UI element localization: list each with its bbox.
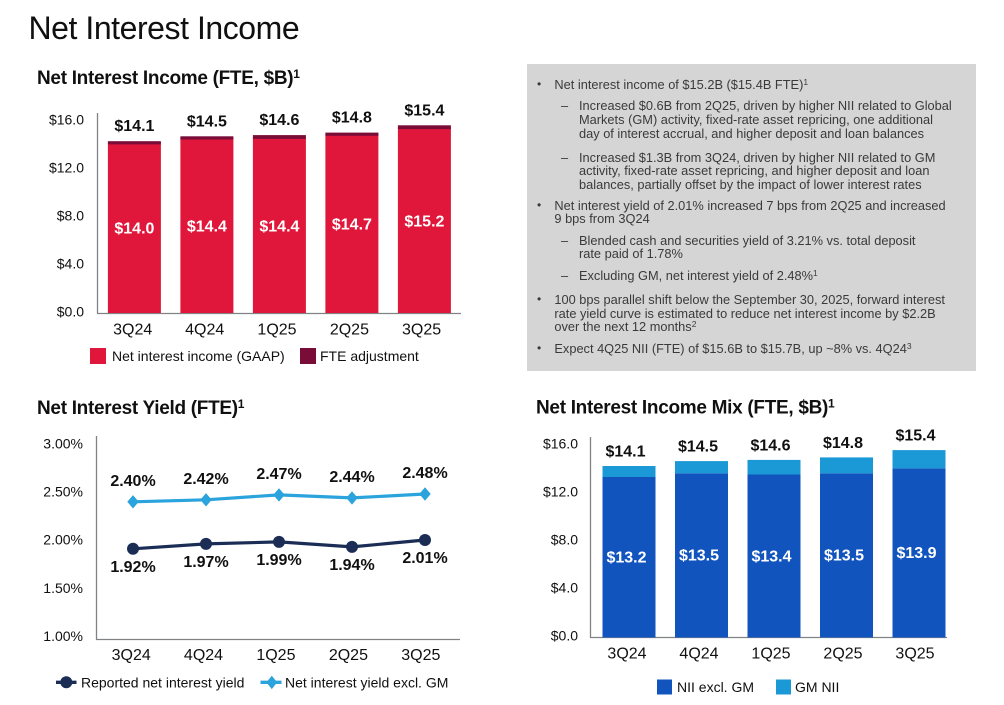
svg-text:Net interest yield excl. GM: Net interest yield excl. GM	[285, 674, 448, 690]
svg-text:$14.0: $14.0	[114, 221, 154, 238]
svg-text:$13.2: $13.2	[606, 550, 646, 567]
svg-text:$4.0: $4.0	[551, 580, 578, 596]
svg-text:Net interest income (GAAP): Net interest income (GAAP)	[112, 348, 285, 364]
svg-text:$8.0: $8.0	[551, 532, 578, 548]
svg-text:1.97%: 1.97%	[183, 554, 228, 571]
svg-text:3.00%: 3.00%	[43, 436, 83, 452]
svg-text:3Q25: 3Q25	[402, 322, 441, 339]
svg-text:4Q24: 4Q24	[184, 647, 223, 664]
svg-text:1.00%: 1.00%	[43, 628, 83, 644]
svg-text:$0.0: $0.0	[57, 303, 84, 319]
svg-text:3Q25: 3Q25	[401, 647, 440, 664]
svg-text:$15.4: $15.4	[895, 428, 935, 445]
svg-text:Net Interest Yield (FTE)1: Net Interest Yield (FTE)1	[37, 397, 245, 419]
svg-text:2Q25: 2Q25	[329, 647, 368, 664]
svg-text:$4.0: $4.0	[57, 255, 84, 271]
svg-text:$14.4: $14.4	[187, 218, 227, 235]
svg-text:$14.4: $14.4	[259, 218, 299, 235]
svg-text:$14.1: $14.1	[114, 118, 154, 135]
svg-text:Net Interest Income (FTE, $B)1: Net Interest Income (FTE, $B)1	[37, 67, 300, 89]
svg-text:2.00%: 2.00%	[43, 532, 83, 548]
svg-text:$13.5: $13.5	[824, 548, 864, 565]
svg-text:$14.5: $14.5	[187, 113, 227, 130]
svg-text:2.50%: 2.50%	[43, 484, 83, 500]
svg-text:$12.0: $12.0	[543, 484, 578, 500]
svg-text:2.48%: 2.48%	[402, 465, 447, 482]
svg-text:1Q25: 1Q25	[256, 647, 295, 664]
svg-text:2Q25: 2Q25	[330, 322, 369, 339]
svg-text:1.92%: 1.92%	[110, 559, 155, 576]
svg-text:2.44%: 2.44%	[329, 469, 374, 486]
svg-text:Reported net interest yield: Reported net interest yield	[81, 674, 244, 690]
svg-text:$14.6: $14.6	[750, 437, 790, 454]
svg-text:$14.8: $14.8	[332, 110, 372, 127]
svg-text:1.99%: 1.99%	[256, 552, 301, 569]
svg-text:3Q24: 3Q24	[607, 646, 646, 663]
svg-text:1.94%: 1.94%	[329, 557, 374, 574]
svg-text:$16.0: $16.0	[543, 436, 578, 452]
svg-text:$12.0: $12.0	[49, 159, 84, 175]
svg-text:2Q25: 2Q25	[823, 646, 862, 663]
svg-text:1.50%: 1.50%	[43, 580, 83, 596]
svg-text:$16.0: $16.0	[49, 111, 84, 127]
svg-text:$15.2: $15.2	[404, 213, 444, 230]
svg-text:3Q24: 3Q24	[113, 322, 152, 339]
svg-text:$0.0: $0.0	[551, 628, 578, 644]
svg-text:2.40%: 2.40%	[110, 473, 155, 490]
svg-text:$15.4: $15.4	[404, 102, 444, 119]
svg-text:3Q25: 3Q25	[895, 646, 934, 663]
svg-text:1Q25: 1Q25	[751, 646, 790, 663]
svg-text:2.47%: 2.47%	[256, 466, 301, 483]
svg-text:$14.6: $14.6	[259, 112, 299, 129]
svg-text:$14.7: $14.7	[332, 216, 372, 233]
svg-text:NII excl. GM: NII excl. GM	[677, 679, 754, 695]
svg-text:$14.1: $14.1	[605, 444, 645, 461]
svg-text:Net Interest Income Mix (FTE,: Net Interest Income Mix (FTE, $B)1	[536, 397, 835, 419]
svg-text:FTE adjustment: FTE adjustment	[320, 348, 419, 364]
svg-text:4Q24: 4Q24	[185, 322, 224, 339]
svg-text:$13.4: $13.4	[751, 548, 791, 565]
svg-text:4Q24: 4Q24	[679, 646, 718, 663]
svg-text:$14.8: $14.8	[823, 435, 863, 452]
svg-text:2.01%: 2.01%	[402, 550, 447, 567]
svg-text:3Q24: 3Q24	[112, 647, 151, 664]
svg-text:$14.5: $14.5	[678, 439, 718, 456]
svg-text:1Q25: 1Q25	[257, 322, 296, 339]
svg-text:$8.0: $8.0	[57, 207, 84, 223]
svg-text:2.42%: 2.42%	[183, 471, 228, 488]
svg-text:$13.5: $13.5	[679, 548, 719, 565]
svg-text:GM NII: GM NII	[795, 679, 839, 695]
svg-text:$13.9: $13.9	[896, 545, 936, 562]
